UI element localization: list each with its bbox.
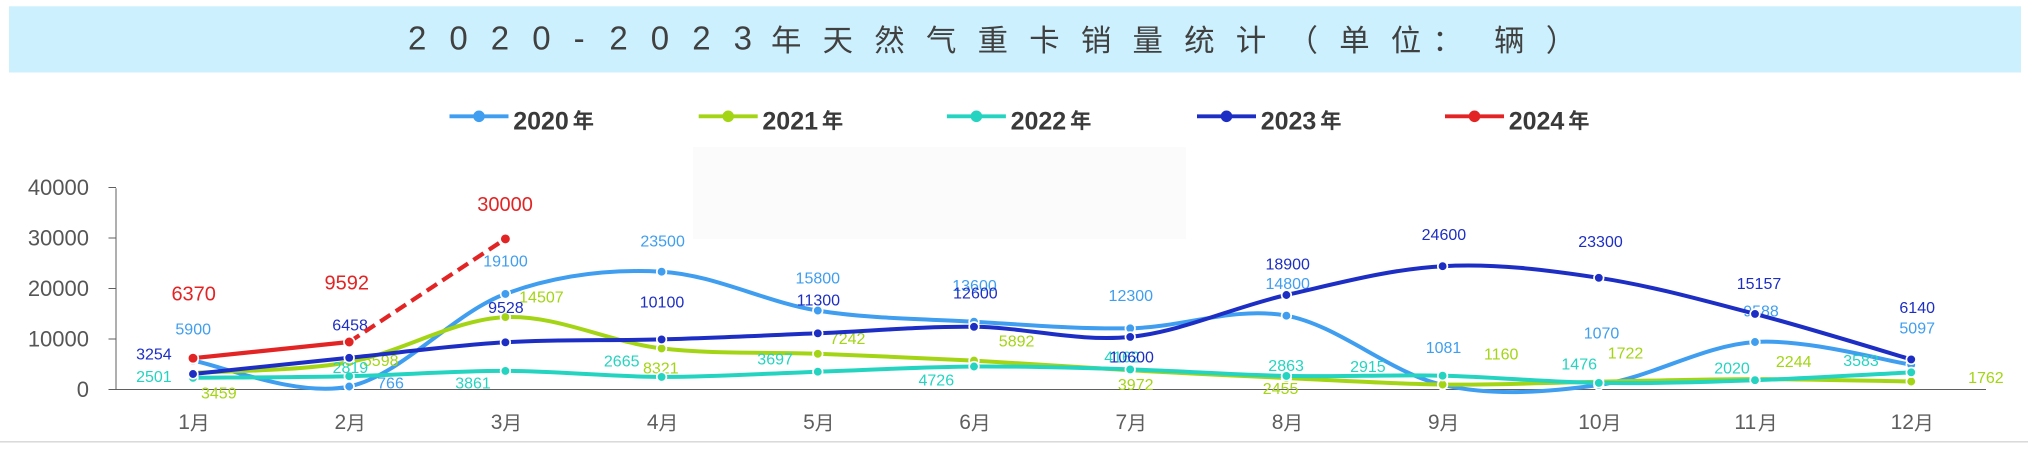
svg-text:3697: 3697 — [757, 352, 793, 369]
svg-text:1476: 1476 — [1561, 357, 1597, 374]
svg-text:2020: 2020 — [513, 108, 569, 136]
svg-text:20000: 20000 — [28, 276, 89, 301]
svg-text:5892: 5892 — [999, 334, 1035, 351]
svg-text:2244: 2244 — [1776, 354, 1812, 371]
svg-text:1081: 1081 — [1426, 340, 1462, 357]
svg-text:12600: 12600 — [953, 286, 998, 303]
svg-text:3: 3 — [491, 411, 503, 434]
svg-text:5: 5 — [803, 411, 815, 434]
svg-text:3459: 3459 — [201, 386, 237, 403]
svg-text:15800: 15800 — [796, 270, 841, 287]
svg-text:14507: 14507 — [519, 290, 564, 307]
svg-text:3972: 3972 — [1118, 377, 1154, 394]
svg-text:13600: 13600 — [952, 278, 997, 295]
svg-text:10600: 10600 — [1109, 349, 1154, 366]
svg-text:1070: 1070 — [1584, 326, 1620, 343]
svg-text:12: 12 — [1891, 411, 1914, 434]
svg-text:6458: 6458 — [332, 317, 368, 334]
svg-text:10000: 10000 — [28, 327, 89, 352]
svg-text:30000: 30000 — [28, 226, 89, 251]
svg-text:4: 4 — [647, 411, 659, 434]
svg-text:4162: 4162 — [1104, 349, 1140, 366]
svg-text:2863: 2863 — [1268, 358, 1304, 375]
svg-text:8: 8 — [1272, 411, 1284, 434]
svg-text:2020-2023: 2020-2023 — [408, 19, 752, 56]
svg-text:2021: 2021 — [762, 108, 818, 136]
svg-text:10100: 10100 — [640, 295, 685, 312]
svg-text:4726: 4726 — [919, 373, 955, 390]
svg-text:2: 2 — [335, 411, 347, 434]
svg-text:19100: 19100 — [483, 254, 528, 271]
svg-text:6370: 6370 — [171, 284, 216, 306]
svg-text:12300: 12300 — [1109, 288, 1154, 305]
svg-text:9592: 9592 — [325, 273, 370, 295]
svg-text:11300: 11300 — [797, 293, 840, 310]
svg-text:2819: 2819 — [333, 360, 369, 377]
svg-text:8321: 8321 — [643, 361, 679, 378]
svg-text:2455: 2455 — [1263, 381, 1299, 398]
svg-text:0: 0 — [77, 377, 89, 402]
svg-text:14800: 14800 — [1265, 276, 1310, 293]
svg-text:18900: 18900 — [1265, 257, 1310, 274]
svg-text:11: 11 — [1734, 411, 1756, 434]
svg-text:1: 1 — [178, 411, 190, 434]
svg-text:3861: 3861 — [455, 375, 491, 392]
svg-text:9528: 9528 — [488, 300, 524, 317]
svg-text:766: 766 — [377, 375, 404, 392]
svg-text:5900: 5900 — [175, 322, 211, 339]
svg-text:2665: 2665 — [604, 354, 640, 371]
svg-text:7242: 7242 — [830, 331, 866, 348]
svg-text:40000: 40000 — [28, 175, 89, 200]
svg-text:15157: 15157 — [1737, 276, 1782, 293]
svg-text:2024: 2024 — [1509, 108, 1565, 136]
svg-text:1762: 1762 — [1968, 370, 2004, 387]
svg-text:7: 7 — [1116, 411, 1128, 434]
svg-text:1722: 1722 — [1608, 345, 1644, 362]
svg-text:10: 10 — [1578, 411, 1601, 434]
svg-text:2915: 2915 — [1350, 359, 1386, 376]
svg-text:23300: 23300 — [1578, 234, 1623, 251]
svg-text:1160: 1160 — [1484, 346, 1519, 363]
svg-text:6: 6 — [959, 411, 971, 434]
svg-text:2020: 2020 — [1714, 361, 1750, 378]
svg-text:3583: 3583 — [1843, 353, 1879, 370]
svg-text:30000: 30000 — [477, 194, 533, 216]
svg-text:2501: 2501 — [136, 369, 172, 386]
svg-text:24600: 24600 — [1422, 227, 1467, 244]
svg-text:2023: 2023 — [1261, 108, 1317, 136]
svg-text:5097: 5097 — [1899, 320, 1935, 337]
svg-text:23500: 23500 — [640, 234, 685, 251]
svg-text:9: 9 — [1428, 411, 1440, 434]
svg-text:6140: 6140 — [1899, 300, 1935, 317]
svg-text:3254: 3254 — [136, 347, 172, 364]
svg-text:2022: 2022 — [1011, 108, 1067, 136]
